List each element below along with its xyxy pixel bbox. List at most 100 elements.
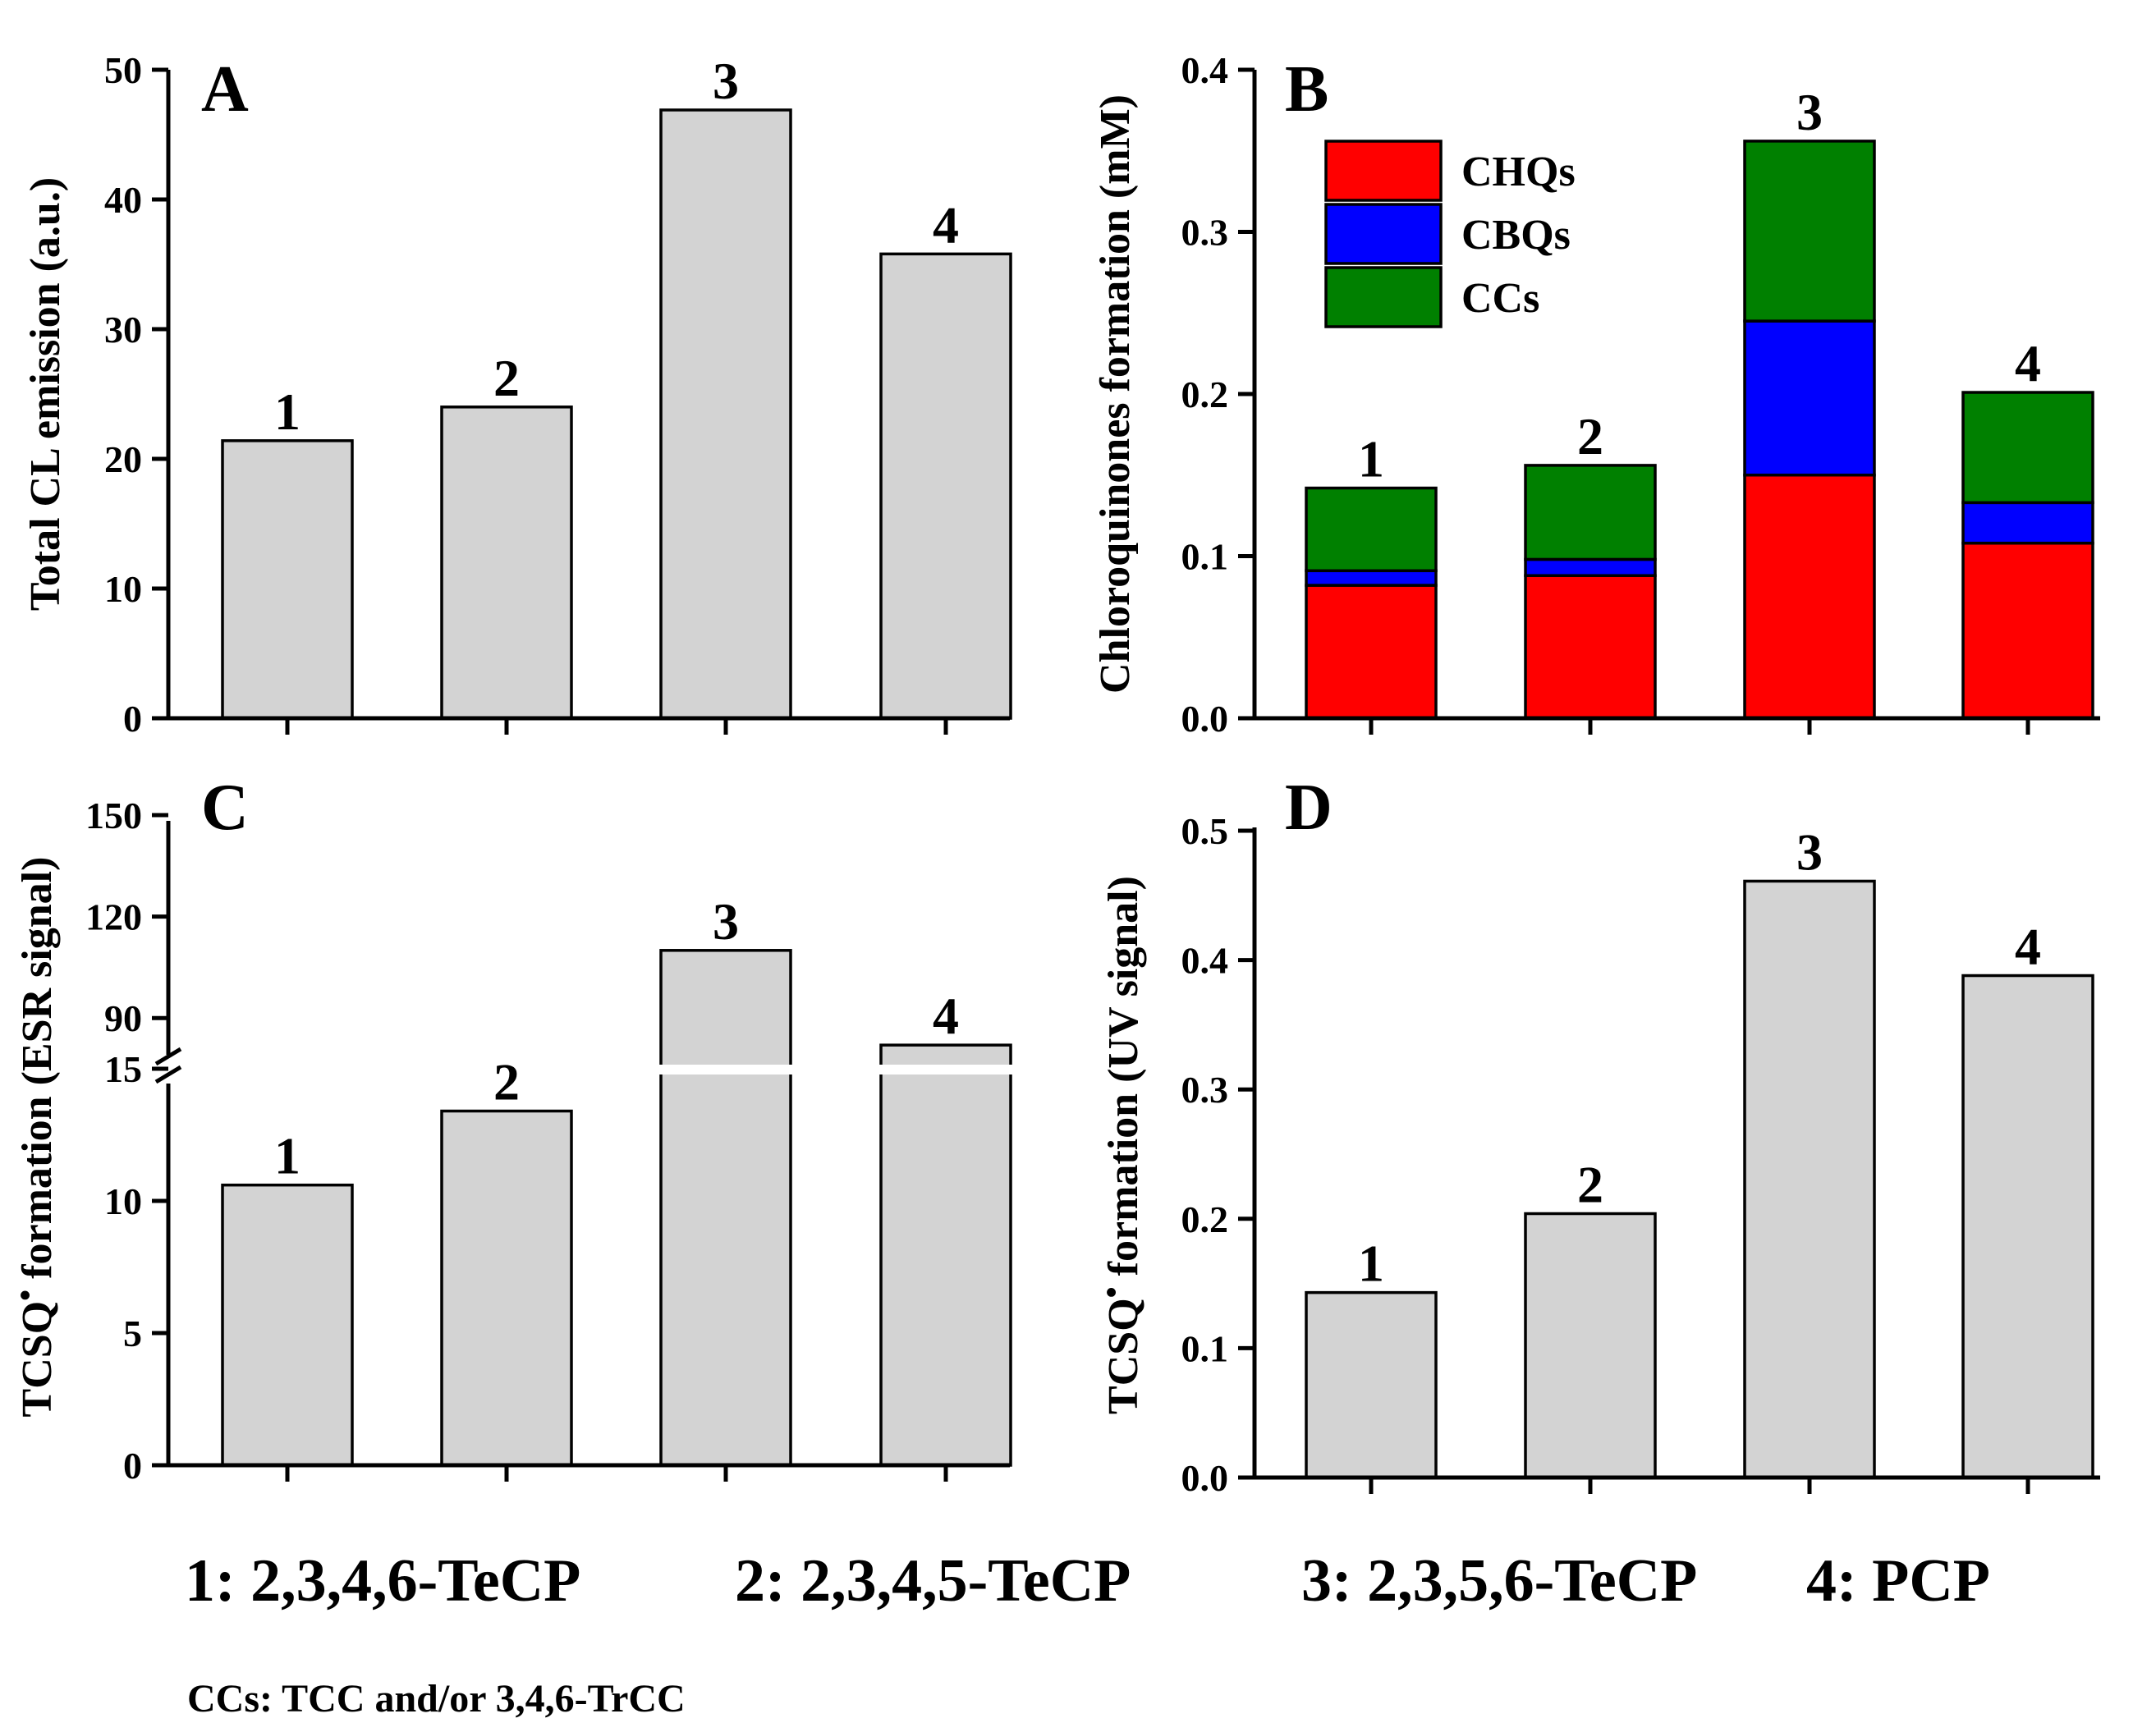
bar-label-1: 1 [1358, 430, 1384, 488]
axis-break-lower-mark [154, 1065, 182, 1084]
bar-chqs-4 [1961, 541, 2094, 720]
bar-break-gap-4 [878, 1065, 1014, 1074]
panel-c-ylabel-main: TCSQ [14, 1301, 61, 1418]
bar-label-1: 1 [274, 1127, 300, 1185]
panel-d-ylabel-rest: formation (UV signal) [1100, 876, 1147, 1286]
bar-label-1: 1 [1358, 1235, 1384, 1293]
bar-label-3: 3 [1796, 822, 1823, 881]
bar-4 [1961, 974, 2094, 1479]
bar-label-2: 2 [1577, 1155, 1603, 1213]
panel-c-letter: C [201, 772, 249, 844]
y-tick-label-upper: 120 [85, 896, 142, 938]
radical-dot-c: • [7, 1290, 44, 1301]
panel-b-legend: CHQs CBQs CCs [1324, 140, 1576, 328]
y-tick-label: 0.3 [1181, 212, 1229, 254]
bar-3 [659, 949, 792, 1467]
panel-b: 1 2 3 4 0.0 0.1 0.2 0.3 0.4 B Chloroquinones fo… [1092, 49, 2100, 740]
y-tick-label-lower: 0 [123, 1445, 142, 1487]
y-tick-label: 20 [104, 438, 142, 480]
bar-1 [221, 1183, 354, 1467]
panel-d-letter: D [1285, 772, 1333, 844]
y-tick-label: 0.0 [1181, 698, 1229, 740]
legend-swatch-cbqs [1324, 203, 1443, 265]
bar-2 [440, 1109, 573, 1467]
panel-a-letter: A [201, 53, 249, 126]
panel-c-ylabel: TCSQ• formation (ESR signal) [7, 857, 61, 1418]
bar-ccs-2 [1524, 464, 1657, 561]
y-tick-label: 0.4 [1181, 940, 1229, 982]
legend-label-cbqs: CBQs [1461, 212, 1571, 259]
bar-4 [879, 252, 1012, 720]
panel-d: 1 2 3 4 0.0 0.1 0.2 0.3 0.4 0.5 D TCSQ• formatio… [1093, 772, 2100, 1499]
panel-b-ylabel: Chloroquinones formation (mM) [1092, 94, 1139, 694]
bar-ccs-1 [1305, 486, 1438, 573]
bar-label-2: 2 [1577, 407, 1603, 465]
bar-break-gap-3 [658, 1065, 794, 1074]
bar-label-4: 4 [2015, 918, 2041, 976]
y-tick-label: 0 [123, 698, 142, 740]
y-tick-label: 0.2 [1181, 373, 1229, 415]
bar-label-3: 3 [713, 52, 739, 110]
axis-break-marks [154, 1047, 182, 1084]
bar-3 [659, 108, 792, 720]
y-tick-label: 0.1 [1181, 536, 1229, 578]
y-tick-label: 50 [104, 49, 142, 91]
bar-2 [440, 406, 573, 720]
bar-1 [221, 439, 354, 720]
y-tick-label: 0.5 [1181, 810, 1229, 852]
bar-ccs-3 [1743, 140, 1876, 323]
bar-2 [1524, 1212, 1657, 1479]
y-tick-label: 30 [104, 309, 142, 351]
bar-label-2: 2 [493, 349, 520, 407]
y-tick-label-lower: 15 [104, 1048, 142, 1090]
bar-label-1: 1 [274, 383, 300, 441]
footer-compound-4: 4: PCP [1806, 1547, 1990, 1615]
bar-1 [1305, 1290, 1438, 1479]
y-tick-label-upper: 150 [85, 795, 142, 836]
axis-break-upper-mark [154, 1047, 182, 1066]
legend-swatch-ccs [1324, 266, 1443, 328]
footer-compound-3: 3: 2,3,5,6-TeCP [1301, 1547, 1697, 1615]
panel-b-letter: B [1285, 53, 1328, 126]
bar-chqs-1 [1305, 584, 1438, 720]
panel-d-ylabel: TCSQ• formation (UV signal) [1093, 876, 1147, 1414]
panel-d-ylabel-main: TCSQ [1100, 1298, 1147, 1414]
y-tick-label: 10 [104, 568, 142, 610]
y-tick-label-upper: 90 [104, 997, 142, 1039]
y-tick-label: 0.1 [1181, 1327, 1229, 1369]
bar-label-4: 4 [933, 195, 959, 254]
bar-label-3: 3 [713, 892, 739, 951]
bar-cbqs-2 [1524, 557, 1657, 577]
radical-dot-d: • [1093, 1286, 1130, 1298]
bar-label-4: 4 [933, 987, 959, 1045]
panel-a-ylabel: Total CL emission (a.u.) [22, 177, 69, 611]
footer-note: CCs: TCC and/or 3,4,6-TrCC [187, 1677, 686, 1721]
bar-3 [1743, 879, 1876, 1479]
panel-c: 1 2 3 4 0 5 10 15 90 120 150 C TCSQ• formation (E… [7, 772, 1014, 1487]
y-tick-label-lower: 5 [123, 1313, 142, 1354]
bar-label-3: 3 [1796, 83, 1823, 141]
bar-4 [879, 1043, 1012, 1467]
bar-cbqs-4 [1961, 501, 2094, 545]
legend-label-ccs: CCs [1461, 275, 1539, 322]
bar-label-2: 2 [493, 1053, 520, 1111]
y-tick-label: 40 [104, 179, 142, 221]
legend-label-chqs: CHQs [1461, 149, 1576, 195]
y-tick-label: 0.3 [1181, 1069, 1229, 1111]
y-tick-label: 0.4 [1181, 49, 1229, 91]
panel-a: 1 2 3 4 0 10 20 30 40 50 A Total CL emission (a.… [22, 49, 1012, 740]
y-tick-label: 0.0 [1181, 1457, 1229, 1499]
y-tick-label-lower: 10 [104, 1180, 142, 1222]
bar-label-4: 4 [2015, 334, 2041, 392]
bar-cbqs-1 [1305, 569, 1438, 587]
bar-ccs-4 [1961, 391, 2094, 505]
footer-compound-2: 2: 2,3,4,5-TeCP [735, 1547, 1131, 1615]
footer-compound-1: 1: 2,3,4,6-TeCP [185, 1547, 580, 1615]
footer: 1: 2,3,4,6-TeCP 2: 2,3,4,5-TeCP 3: 2,3,5… [185, 1547, 1990, 1721]
y-tick-label: 0.2 [1181, 1198, 1229, 1240]
bar-cbqs-3 [1743, 319, 1876, 477]
panel-c-ylabel-rest: formation (ESR signal) [14, 857, 61, 1290]
bar-chqs-3 [1743, 474, 1876, 720]
legend-swatch-chqs [1324, 140, 1443, 202]
